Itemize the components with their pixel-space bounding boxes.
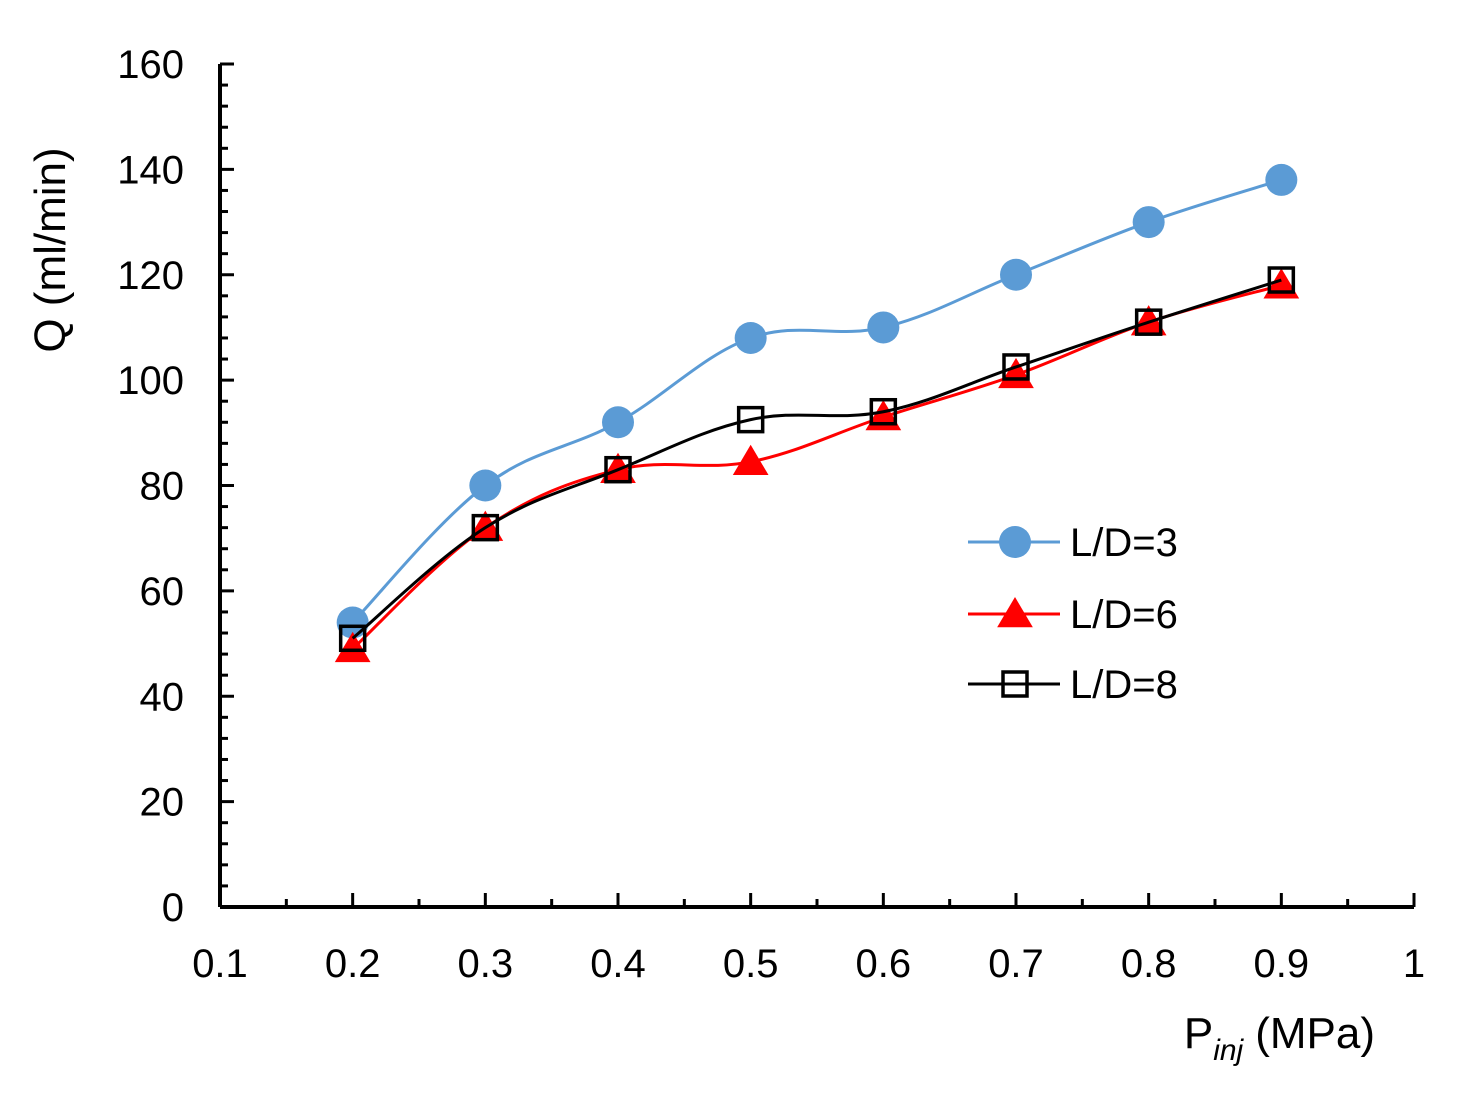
data-point	[732, 444, 769, 476]
legend-label: L/D=6	[1070, 593, 1178, 637]
x-tick-label: 0.2	[325, 942, 381, 986]
data-point	[734, 321, 767, 354]
series-layer	[334, 163, 1300, 663]
y-axis-title: Q (ml/min)	[26, 147, 75, 352]
legend-label: L/D=8	[1070, 663, 1178, 707]
data-point	[867, 311, 900, 344]
legend: L/D=3 L/D=6 L/D=8	[968, 521, 1178, 707]
y-tick-label: 40	[140, 675, 185, 719]
legend-marker	[997, 597, 1033, 628]
data-point	[1134, 308, 1163, 336]
y-tick-label: 20	[140, 781, 185, 825]
y-tick-label: 80	[140, 465, 185, 509]
x-tick-label: 0.3	[458, 942, 514, 986]
data-point	[1000, 258, 1032, 291]
data-point	[471, 513, 500, 542]
data-point	[1267, 266, 1296, 294]
data-point	[338, 624, 367, 653]
y-tick-label: 100	[117, 359, 184, 403]
legend-entry: L/D=8	[968, 663, 1178, 707]
data-point	[1265, 163, 1298, 196]
x-tick-label: 0.5	[723, 942, 779, 986]
axes: 0 20 40 60 80 100 120 140 160 0.1 0.2 0.3 0.4 0.5 0.6 0…	[117, 43, 1425, 986]
legend-entry: L/D=3	[968, 521, 1178, 565]
legend-label: L/D=3	[1070, 521, 1178, 565]
x-axis-title: Pinj (MPa)	[1184, 1009, 1375, 1067]
data-point	[1132, 206, 1165, 239]
x-tick-label: 0.4	[590, 942, 646, 986]
x-tick-label: 0.6	[856, 942, 912, 986]
y-tick-label: 140	[117, 148, 184, 192]
y-tick-label: 120	[117, 254, 184, 298]
x-tick-label: 0.8	[1121, 942, 1177, 986]
y-tick-label: 60	[140, 570, 185, 614]
data-point	[604, 455, 632, 484]
data-point	[334, 631, 371, 663]
data-point	[602, 406, 634, 439]
x-axis-title-subscript: inj	[1213, 1034, 1244, 1067]
data-point	[469, 469, 502, 502]
data-point	[869, 397, 898, 426]
series-l-d-8	[338, 266, 1296, 653]
y-tick-label: 0	[162, 886, 184, 930]
y-tick-label: 160	[117, 43, 184, 87]
data-point	[1130, 305, 1167, 336]
x-tick-label: 0.7	[988, 942, 1044, 986]
x-tick-label: 0.9	[1254, 942, 1310, 986]
series-line	[351, 278, 1282, 640]
data-point	[1002, 353, 1030, 381]
data-point	[736, 405, 765, 434]
series-l-d-3	[336, 163, 1298, 639]
data-point	[600, 452, 636, 483]
x-tick-label: 0.1	[192, 942, 248, 986]
legend-entry: L/D=6	[968, 593, 1178, 637]
legend-marker	[1001, 670, 1029, 698]
legend-marker	[999, 526, 1031, 558]
x-axis-title-main: P	[1184, 1009, 1213, 1058]
x-axis-title-unit: (MPa)	[1255, 1009, 1375, 1058]
x-tick-label: 1	[1403, 942, 1425, 986]
